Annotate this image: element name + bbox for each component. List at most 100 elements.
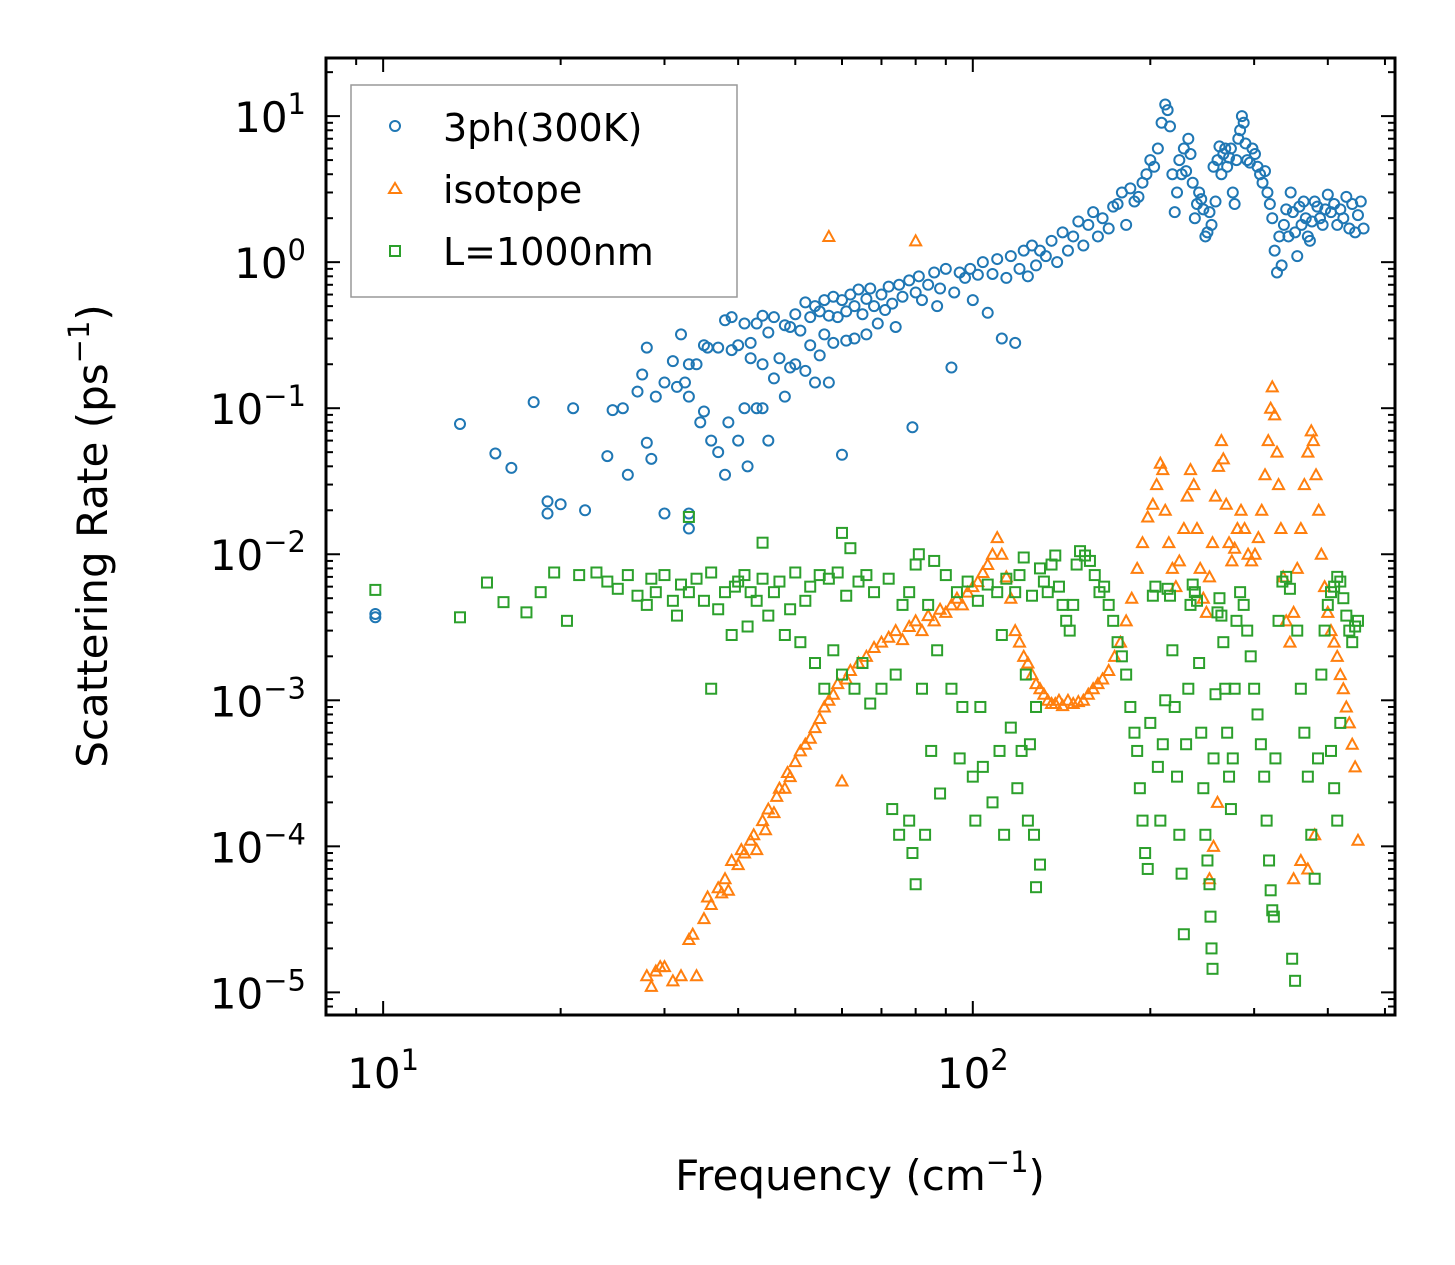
point-isotope-90 <box>1071 693 1086 708</box>
point-isotope-37 <box>807 720 823 734</box>
point-isotope-88 <box>1060 692 1076 706</box>
point-3ph-61 <box>778 319 791 332</box>
point-3ph-49 <box>744 336 757 349</box>
point-3ph-36 <box>705 434 718 447</box>
point-isotope-153 <box>1297 476 1312 491</box>
point-3ph-212 <box>1268 244 1281 257</box>
point-3ph-170 <box>1180 165 1193 178</box>
point-isotope-120 <box>1199 604 1214 618</box>
point-3ph-38 <box>712 446 725 459</box>
x-tick-label-0: 101 <box>347 1043 419 1098</box>
point-boundary-14 <box>640 598 653 611</box>
point-isotope-128 <box>1221 535 1237 549</box>
point-boundary-10 <box>601 575 614 588</box>
point-boundary-87 <box>961 575 974 588</box>
point-3ph-104 <box>903 274 916 287</box>
y-tick-label-6: 10−5 <box>210 963 306 1018</box>
point-3ph-93 <box>860 328 873 341</box>
point-3ph-240 <box>1337 212 1350 225</box>
point-3ph-194 <box>1228 198 1241 211</box>
point-isotope-169 <box>1345 736 1360 750</box>
point-isotope-12 <box>703 896 719 910</box>
point-boundary-175 <box>1211 606 1224 619</box>
point-3ph-100 <box>886 297 899 310</box>
point-3ph-152 <box>1124 182 1137 195</box>
point-3ph-25 <box>675 328 688 341</box>
point-boundary-146 <box>1151 760 1164 773</box>
point-isotope-27 <box>766 805 782 819</box>
point-boundary-13 <box>631 589 644 602</box>
point-3ph-22 <box>658 507 671 520</box>
point-3ph-209 <box>1261 186 1274 199</box>
point-boundary-59 <box>856 657 869 670</box>
point-isotope-157 <box>1308 467 1324 481</box>
point-3ph-127 <box>1004 250 1017 263</box>
point-isotope-30 <box>777 780 793 794</box>
point-3ph-34 <box>697 405 710 418</box>
point-boundary-149 <box>1159 694 1172 707</box>
point-isotope-172 <box>1202 871 1217 885</box>
point-3ph-39 <box>719 314 732 327</box>
point-3ph-137 <box>1051 256 1064 269</box>
point-isotope-20 <box>737 845 752 859</box>
point-3ph-54 <box>756 358 769 371</box>
point-3ph-5 <box>527 396 540 409</box>
point-3ph-95 <box>868 300 881 313</box>
point-boundary-29 <box>725 628 738 641</box>
y-tick-label-5: 10−4 <box>210 817 306 872</box>
point-boundary-188 <box>1241 624 1254 637</box>
point-boundary-7 <box>560 614 573 627</box>
point-isotope-32 <box>782 769 798 783</box>
point-isotope-59 <box>926 613 942 627</box>
point-3ph-89 <box>848 332 861 345</box>
point-boundary-147 <box>1154 814 1167 827</box>
point-boundary-20 <box>675 578 688 591</box>
point-3ph-28 <box>682 390 695 403</box>
point-boundary-42 <box>784 603 797 616</box>
point-boundary-91 <box>974 700 987 713</box>
point-isotope-73 <box>999 569 1014 583</box>
point-boundary-223 <box>1346 636 1359 649</box>
point-3ph-32 <box>694 416 707 429</box>
point-3ph-11 <box>601 450 614 463</box>
point-boundary-177 <box>1215 609 1228 622</box>
point-3ph-20 <box>649 390 662 403</box>
point-isotope-41 <box>821 228 837 242</box>
point-boundary-92 <box>976 760 989 773</box>
point-boundary-165 <box>1195 726 1208 739</box>
point-3ph-121 <box>976 256 989 269</box>
point-boundary-137 <box>1128 726 1141 739</box>
point-boundary-193 <box>1258 770 1271 783</box>
point-boundary-96 <box>993 744 1006 757</box>
point-isotope-131 <box>1230 520 1245 535</box>
point-boundary-153 <box>1168 700 1181 713</box>
point-3ph-51 <box>750 317 763 330</box>
point-3ph-208 <box>1259 165 1272 178</box>
point-boundary-195 <box>1263 854 1276 867</box>
point-boundary-65 <box>886 803 899 816</box>
point-isotope-155 <box>1304 423 1319 437</box>
point-3ph-30 <box>682 522 695 535</box>
point-isotope-127 <box>1219 496 1234 510</box>
point-3ph-52 <box>750 402 763 415</box>
point-isotope-40 <box>821 692 837 706</box>
point-3ph-142 <box>1077 239 1090 252</box>
point-3ph-44 <box>732 339 745 352</box>
point-boundary-64 <box>882 572 895 585</box>
point-3ph-108 <box>915 294 928 307</box>
legend-label-boundary: L=1000nm <box>443 230 654 274</box>
point-boundary-227 <box>1328 782 1341 795</box>
point-boundary-210 <box>1305 828 1318 841</box>
point-boundary-169 <box>1203 878 1216 891</box>
point-isotope-142 <box>1265 379 1280 393</box>
point-isotope-11 <box>700 889 715 903</box>
point-boundary-197 <box>1266 904 1279 917</box>
point-boundary-105 <box>1017 551 1030 564</box>
point-boundary-81 <box>934 787 947 800</box>
point-3ph-171 <box>1182 132 1195 145</box>
point-boundary-228 <box>1331 814 1344 827</box>
point-3ph-9 <box>567 402 580 415</box>
point-3ph-106 <box>909 286 922 299</box>
point-boundary-27 <box>712 603 725 616</box>
point-boundary-49 <box>818 682 831 695</box>
